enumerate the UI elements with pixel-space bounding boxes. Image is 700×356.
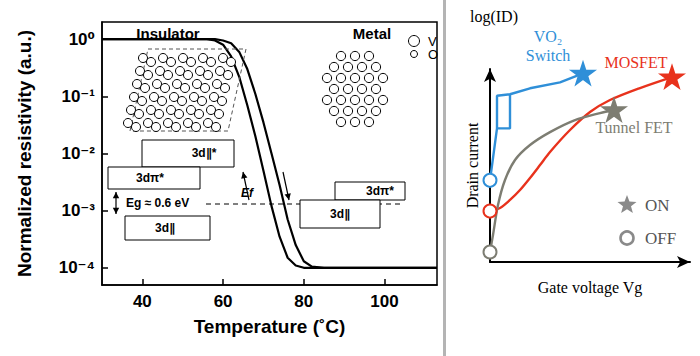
svg-text:Metal: Metal [353, 25, 391, 42]
svg-text:Tunnel FET: Tunnel FET [595, 119, 672, 136]
svg-text:MOSFET: MOSFET [604, 54, 667, 71]
svg-text:Ef: Ef [241, 186, 254, 200]
svg-text:ON: ON [645, 196, 670, 215]
svg-text:10⁻¹: 10⁻¹ [61, 87, 95, 106]
svg-text:40: 40 [133, 292, 152, 311]
svg-text:10⁻³: 10⁻³ [61, 201, 95, 220]
svg-text:VO₂: VO₂ [534, 28, 563, 45]
svg-text:Insulator: Insulator [136, 25, 200, 42]
svg-text:3dπ*: 3dπ* [366, 184, 394, 198]
svg-text:Temperature (˚C): Temperature (˚C) [194, 316, 346, 337]
svg-text:80: 80 [294, 292, 313, 311]
svg-text:Switch: Switch [526, 47, 570, 64]
svg-text:3d∥: 3d∥ [155, 221, 175, 235]
svg-text:V: V [428, 33, 437, 49]
svg-text:Normalized resistivity (a.u.): Normalized resistivity (a.u.) [14, 30, 35, 277]
svg-text:100: 100 [370, 292, 398, 311]
svg-text:3d∥*: 3d∥* [192, 146, 217, 160]
svg-text:3dπ*: 3dπ* [136, 171, 164, 185]
svg-text:Gate voltage Vg: Gate voltage Vg [538, 279, 643, 297]
svg-text:Eg ≈ 0.6 eV: Eg ≈ 0.6 eV [126, 196, 189, 210]
svg-text:10⁻⁴: 10⁻⁴ [59, 258, 95, 277]
svg-text:O: O [428, 47, 438, 62]
svg-text:3d∥: 3d∥ [330, 207, 350, 221]
svg-text:60: 60 [214, 292, 233, 311]
svg-text:10⁰: 10⁰ [69, 30, 95, 49]
svg-text:Drain current: Drain current [464, 122, 481, 208]
svg-text:OFF: OFF [645, 229, 676, 248]
svg-text:log(ID): log(ID) [470, 8, 518, 26]
svg-text:10⁻²: 10⁻² [61, 144, 95, 163]
